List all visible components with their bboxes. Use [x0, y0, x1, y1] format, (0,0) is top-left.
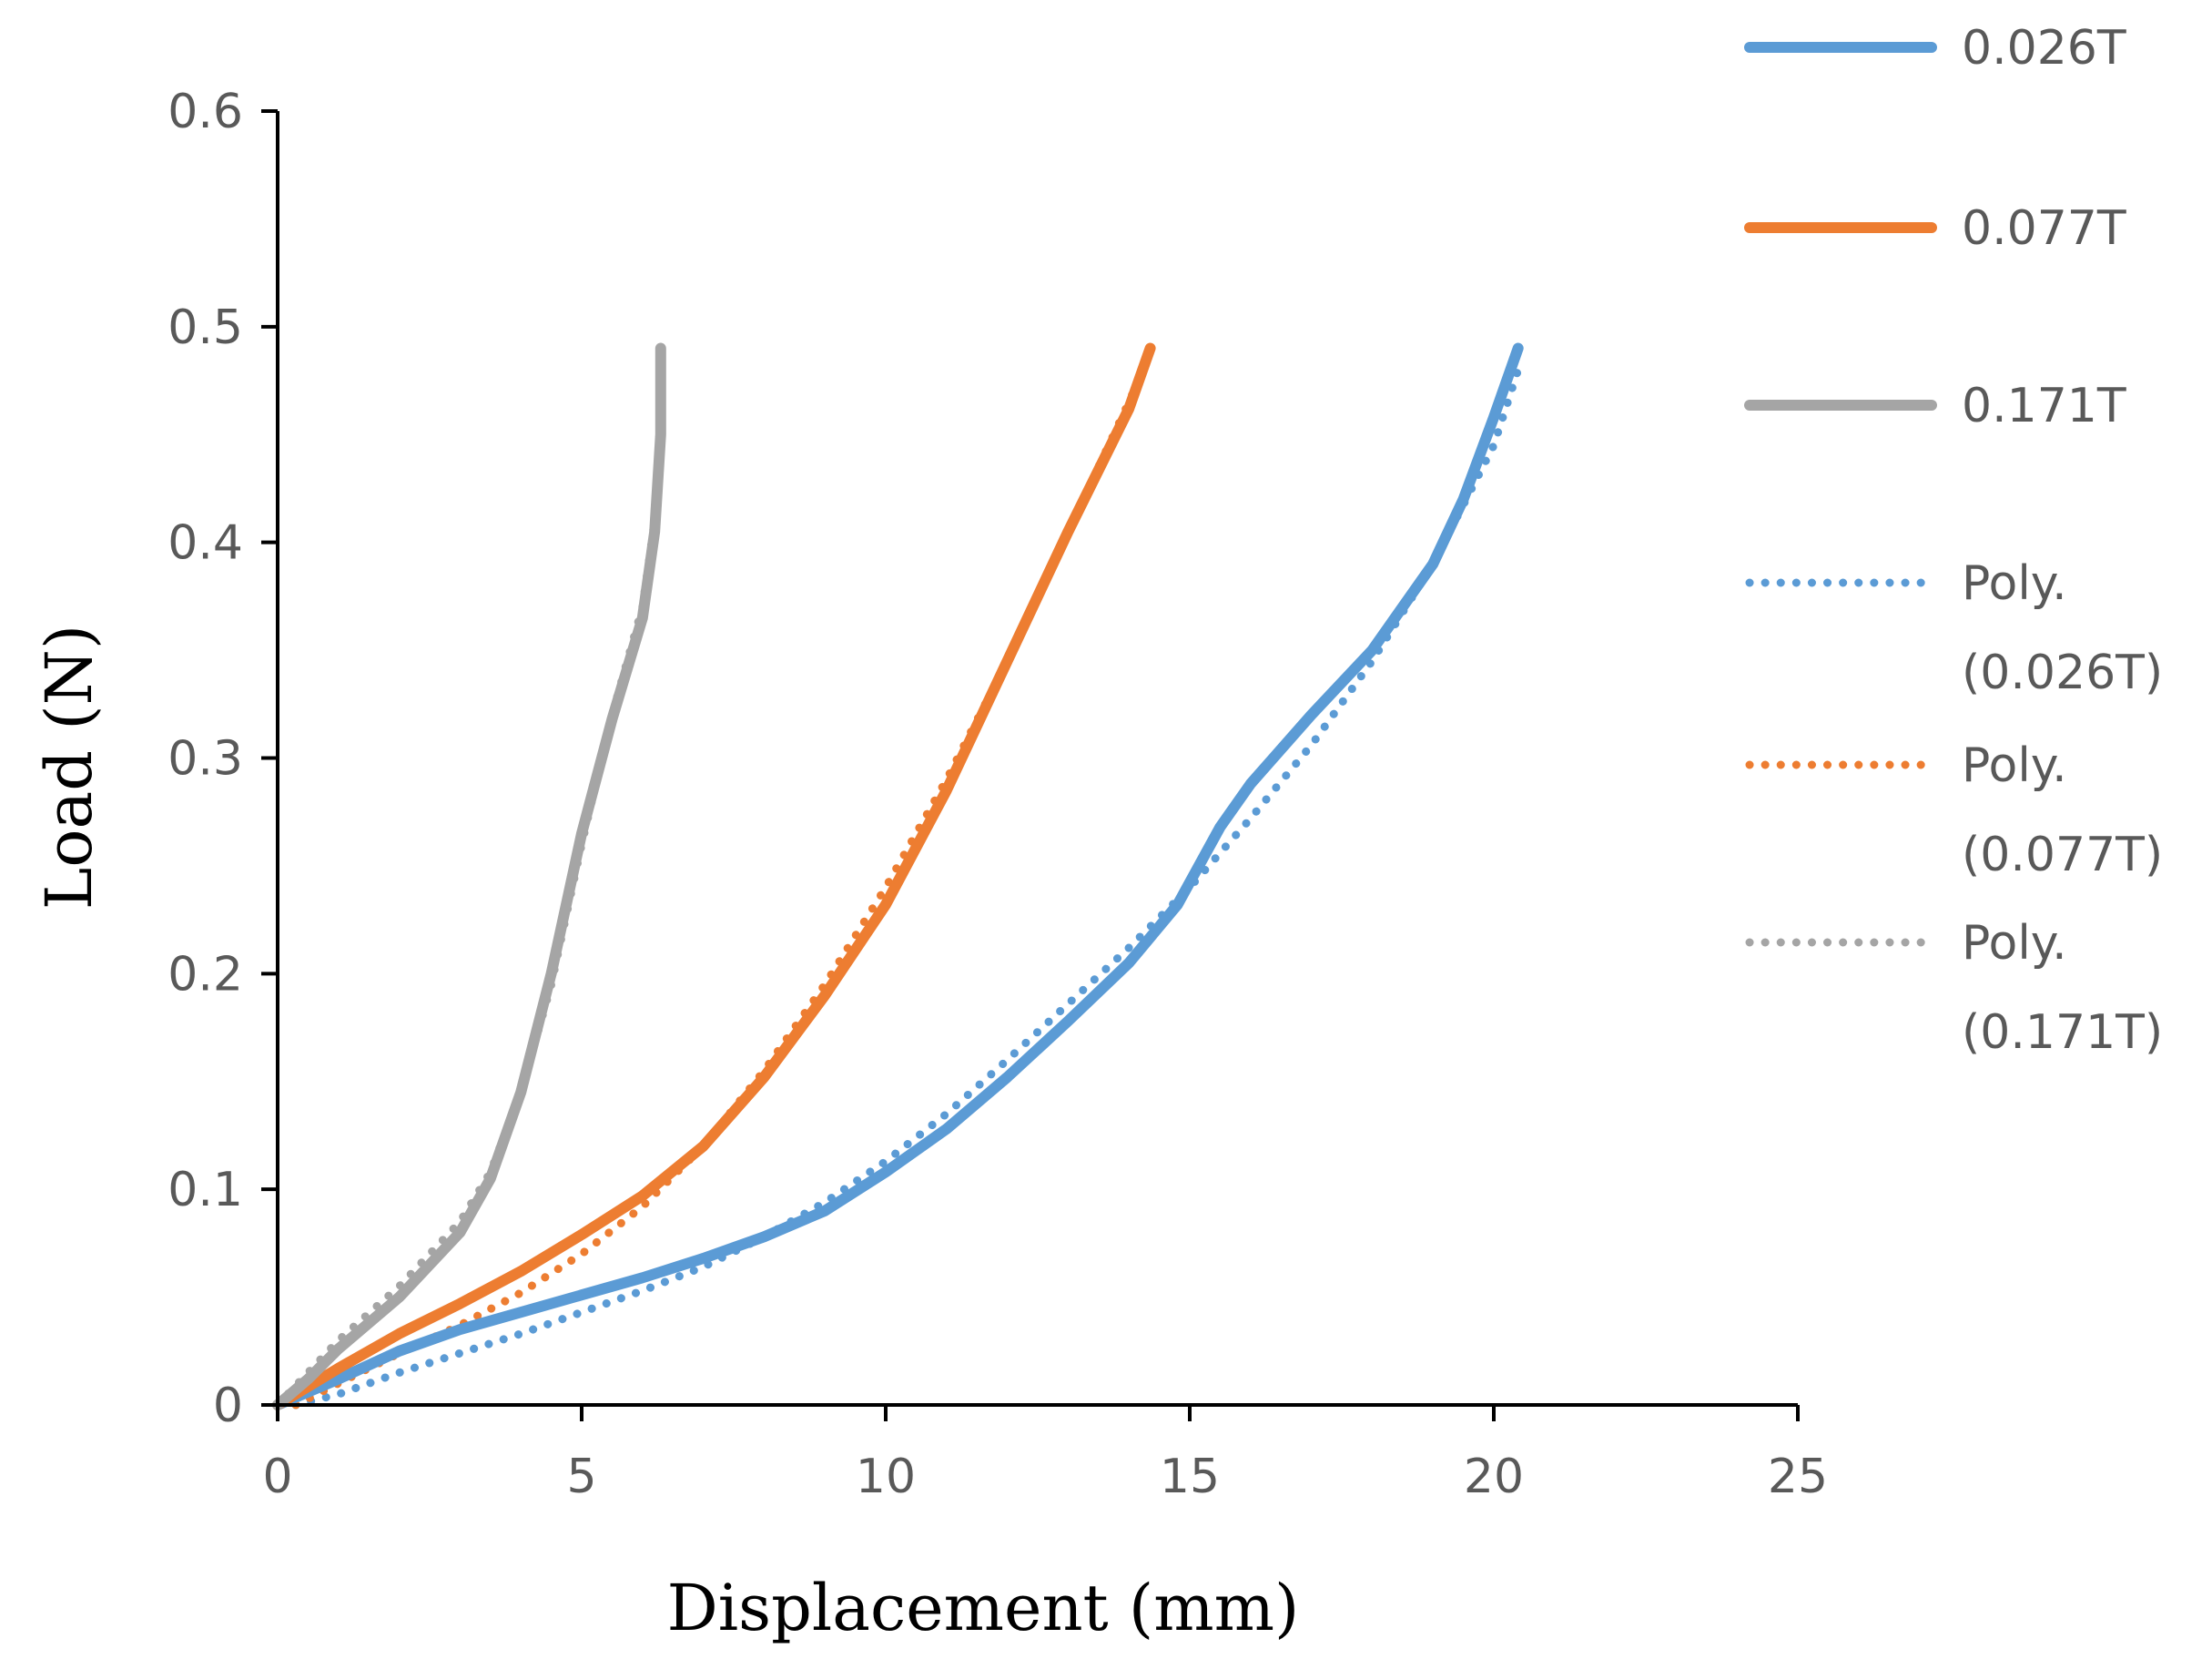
- series-line-poly-0-026t: [291, 365, 1523, 1409]
- series-layer: [272, 342, 1524, 1410]
- y-tick-label: 0.4: [167, 516, 243, 571]
- x-axis-title: Displacement (mm): [667, 1571, 1300, 1645]
- y-tick-label: 0.2: [167, 947, 243, 1002]
- legend: 0.026T 0.077T 0.171T Poly. (0.026T) Poly. (0.0…: [1744, 21, 2163, 1060]
- legend-label: 0.171T: [1962, 379, 2126, 433]
- x-tick-label: 20: [1464, 1450, 1524, 1504]
- legend-label: Poly.: [1962, 916, 2067, 971]
- axes-layer: 0 0.1 0.2 0.3 0.4 0.5 0.6 0 5 10 15 20 25: [167, 85, 1828, 1504]
- x-tick-label: 15: [1160, 1450, 1220, 1504]
- x-tick-label: 0: [262, 1450, 292, 1504]
- legend-label: Poly.: [1962, 738, 2067, 793]
- legend-label: (0.077T): [1962, 828, 2163, 882]
- x-tick-label: 5: [566, 1450, 596, 1504]
- y-axis-title: Load (N): [32, 625, 107, 910]
- y-tick-label: 0.5: [167, 300, 243, 355]
- y-tick-label: 0.1: [167, 1163, 243, 1217]
- legend-label: 0.026T: [1962, 21, 2126, 76]
- x-tick-label: 10: [856, 1450, 916, 1504]
- legend-label: Poly.: [1962, 556, 2067, 611]
- legend-label: 0.077T: [1962, 201, 2126, 256]
- series-line-0-077t: [272, 342, 1156, 1410]
- series-line-poly-0-171t: [273, 409, 665, 1409]
- series-line-0-026t: [272, 342, 1524, 1410]
- x-tick-label: 25: [1768, 1450, 1828, 1504]
- y-tick-label: 0: [213, 1379, 243, 1433]
- series-line-0-171t: [272, 342, 666, 1410]
- legend-label: (0.026T): [1962, 646, 2163, 700]
- legend-label: (0.171T): [1962, 1005, 2163, 1060]
- y-tick-label: 0.6: [167, 85, 243, 139]
- y-tick-label: 0.3: [167, 732, 243, 787]
